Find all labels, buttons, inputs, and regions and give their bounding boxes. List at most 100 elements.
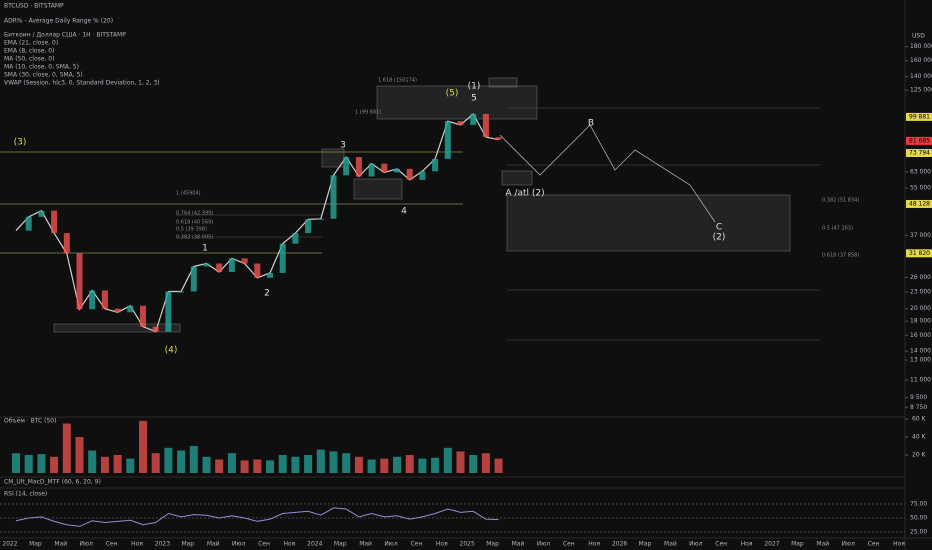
x-tick-label: Сен (563, 541, 575, 548)
x-tick-label: Сен (410, 541, 422, 548)
zone-box (488, 77, 518, 88)
wave-label: 2 (264, 289, 270, 299)
rsi-title: RSI (14, close) (4, 491, 47, 498)
fib-label: 0.764 (42 399) (176, 211, 213, 217)
candle (76, 253, 83, 310)
price-marker-label: 73 794 (909, 149, 930, 156)
x-tick-label: Сен (106, 541, 118, 548)
volume-bar (139, 420, 147, 473)
x-tick-label: Сен (868, 541, 880, 548)
price-marker (906, 136, 932, 145)
wave-label: (5) (446, 89, 459, 99)
candle (203, 263, 210, 267)
wave-label: B (588, 119, 594, 129)
volume-bar (202, 456, 211, 473)
y-tick-label: 20 000 (910, 305, 931, 312)
volume-bar (215, 459, 224, 473)
zone-box (53, 323, 181, 333)
y-tick-label: 11 000 (910, 376, 931, 383)
indicator-label: MA (10, close, 0, SMA, 5) (4, 64, 79, 71)
candle (330, 175, 337, 219)
volume-bar (367, 459, 376, 473)
candle (317, 218, 324, 220)
zone-box (506, 194, 791, 252)
x-tick-label: Май (664, 541, 677, 548)
volume-bar (253, 459, 262, 473)
wave-label: (3) (14, 138, 27, 148)
candle (495, 137, 502, 140)
volume-bar (227, 453, 236, 473)
wave-label: (1) (468, 82, 481, 92)
x-tick-label: Ноя (893, 541, 905, 548)
x-tick-label: Май (816, 541, 829, 548)
x-tick-label: Ноя (741, 541, 753, 548)
x-tick-label: Май (359, 541, 372, 548)
candle (419, 171, 426, 180)
wave-label: 5 (471, 94, 477, 104)
x-tick-label: Май (54, 541, 67, 548)
y-tick-label: 8 750 (910, 404, 927, 411)
volume-bar (126, 458, 135, 473)
candle (228, 258, 235, 273)
fib-label: 1 (45904) (176, 191, 201, 197)
indicator-label: VWAP (Session, hlc3, 0, Standard Deviati… (4, 80, 160, 87)
volume-bar (431, 457, 440, 473)
volume-bar (189, 446, 198, 473)
volume-bar (443, 447, 452, 473)
x-tick-label: Мар (791, 541, 804, 548)
indicator-label: SMA (30, close, 0, SMA, 5) (4, 72, 83, 79)
zone-box (501, 170, 533, 186)
candle (457, 121, 464, 125)
y-tick-label: 40 K (912, 434, 927, 441)
indicator-label: MA (50, close, 0) (4, 56, 54, 63)
price-marker (906, 148, 932, 157)
fib-label: 0.618 (37 858) (822, 253, 859, 259)
price-marker (906, 249, 932, 258)
fib-label: 0.5 (39 398) (176, 227, 207, 233)
volume-bar (469, 455, 478, 473)
volume-bar (37, 454, 46, 473)
y-tick-label: 75.00 (910, 501, 927, 508)
x-tick-label: Мар (29, 541, 42, 548)
volume-bar (278, 455, 287, 473)
volume-bar (456, 451, 465, 473)
x-tick-label: Мар (486, 541, 499, 548)
candle (482, 113, 489, 138)
currency: USD (912, 33, 925, 40)
x-tick-label: Сен (715, 541, 727, 548)
wave-label: (4) (165, 346, 178, 356)
volume-bar (24, 455, 33, 473)
candle (279, 243, 286, 273)
candle (394, 168, 400, 173)
y-tick-label: 125 000 (910, 87, 932, 94)
price-marker (906, 112, 932, 121)
candle (63, 233, 70, 254)
fib-label: 0.382 (51 834) (822, 198, 859, 204)
candle (355, 157, 362, 177)
x-tick-label: Июл (384, 541, 398, 548)
volume-bar (12, 453, 20, 473)
price-marker-label: 48 128 (909, 200, 930, 207)
candle (267, 272, 273, 278)
fib-label: 0.618 (40 569) (176, 220, 213, 226)
volume-bar (100, 456, 109, 473)
rsi-line (15, 507, 499, 527)
x-tick-label: Май (207, 541, 220, 548)
wave-label: C (716, 223, 722, 233)
candle (178, 291, 185, 293)
fib-label: 0.382 (38 005) (176, 235, 213, 241)
volume-bar (405, 455, 414, 473)
price-marker-label: 31 820 (909, 250, 930, 257)
volume-bar (88, 450, 97, 473)
candle (190, 266, 197, 292)
x-tick-label: 2022 (2, 541, 17, 548)
y-tick-label: 63 000 (910, 168, 931, 175)
wave-label: 3 (340, 141, 346, 151)
x-tick-label: 2026 (612, 541, 627, 548)
candle (165, 291, 172, 332)
y-tick-label: 55 000 (910, 185, 931, 192)
volume-bar (164, 447, 173, 473)
candle (254, 263, 261, 278)
candle (368, 163, 375, 177)
wave-label: 1 (202, 244, 208, 254)
